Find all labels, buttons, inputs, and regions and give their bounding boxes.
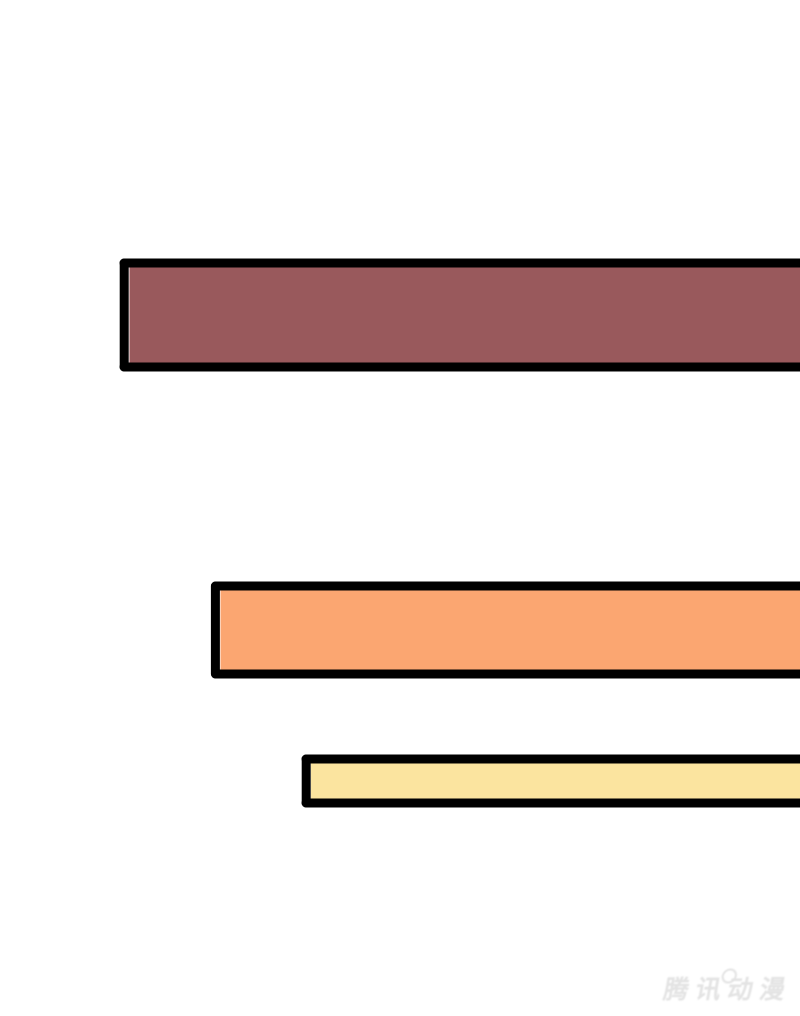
svg-text:腾讯动漫: 腾讯动漫 [661, 975, 794, 1004]
